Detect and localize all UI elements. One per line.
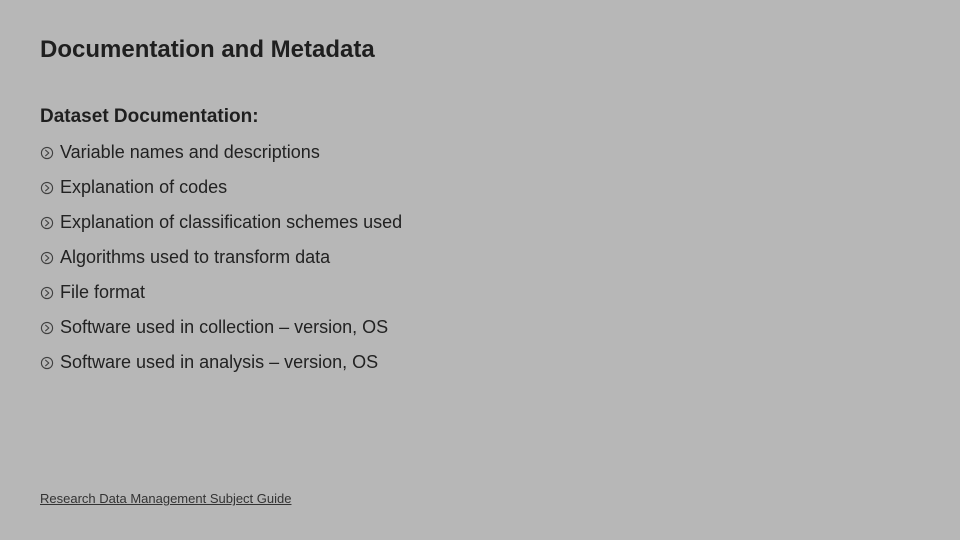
list-item: Explanation of codes — [40, 177, 920, 198]
section-subtitle: Dataset Documentation: — [40, 106, 920, 128]
research-data-link[interactable]: Research Data Management Subject Guide — [40, 491, 291, 506]
circle-arrow-icon — [40, 356, 54, 370]
list-item: Algorithms used to transform data — [40, 247, 920, 268]
circle-arrow-icon — [40, 251, 54, 265]
circle-arrow-icon — [40, 216, 54, 230]
list-item: Variable names and descriptions — [40, 142, 920, 163]
circle-arrow-icon — [40, 286, 54, 300]
list-item: Software used in analysis – version, OS — [40, 352, 920, 373]
bullet-text: Explanation of classification schemes us… — [60, 212, 402, 233]
circle-arrow-icon — [40, 321, 54, 335]
circle-arrow-icon — [40, 181, 54, 195]
bullet-list: Variable names and descriptions Explanat… — [40, 142, 920, 373]
bullet-text: Explanation of codes — [60, 177, 227, 198]
bullet-text: Variable names and descriptions — [60, 142, 320, 163]
slide-title: Documentation and Metadata — [40, 36, 920, 64]
list-item: Explanation of classification schemes us… — [40, 212, 920, 233]
list-item: Software used in collection – version, O… — [40, 317, 920, 338]
bullet-text: Software used in collection – version, O… — [60, 317, 388, 338]
list-item: File format — [40, 282, 920, 303]
bullet-text: Algorithms used to transform data — [60, 247, 330, 268]
bullet-text: Software used in analysis – version, OS — [60, 352, 378, 373]
bullet-text: File format — [60, 282, 145, 303]
circle-arrow-icon — [40, 146, 54, 160]
